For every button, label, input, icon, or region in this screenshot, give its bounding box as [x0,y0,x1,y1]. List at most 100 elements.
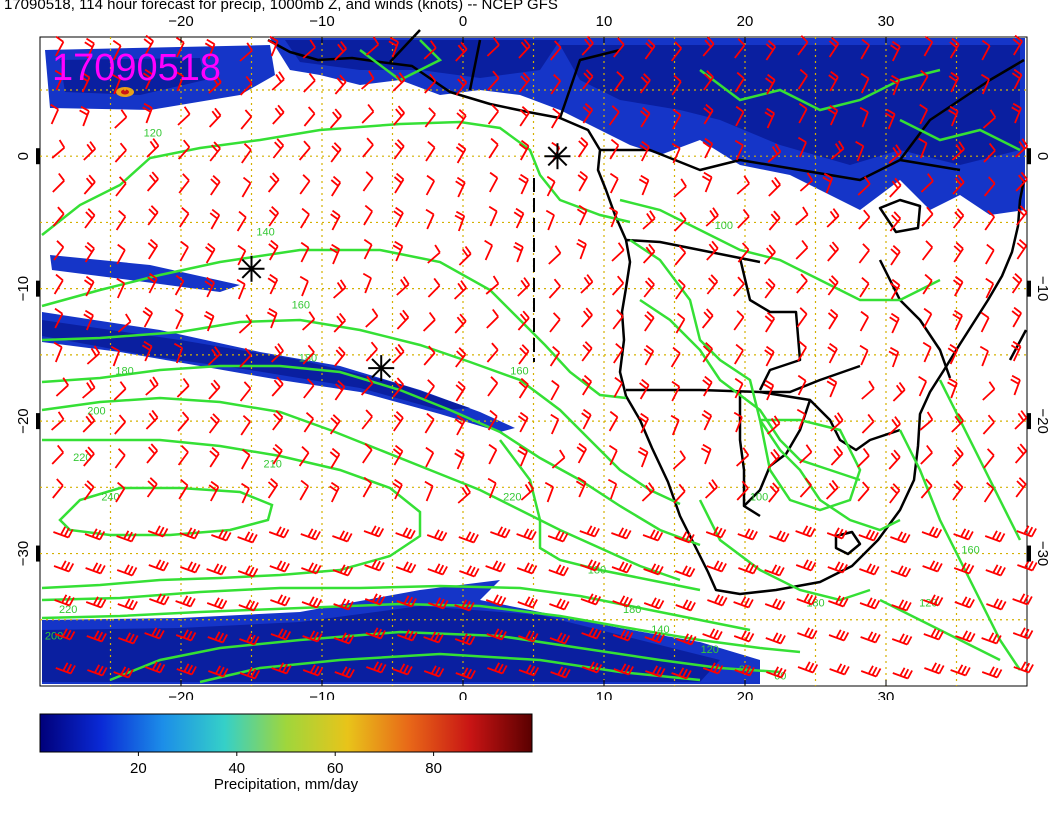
wind-barb [982,109,997,129]
wind-barb [579,525,600,538]
wind-barb [302,664,324,677]
wind-barb [951,446,964,467]
wind-barb [951,413,965,433]
wind-barb [361,103,375,124]
wind-barb [1015,171,1028,192]
wind-barb [613,663,634,676]
wind-barb [142,306,153,328]
wind-barb [143,34,154,56]
wind-barb [952,309,963,331]
wind-barb [764,598,786,611]
wind-barb [858,529,879,542]
wind-barb [984,530,1006,543]
wind-barb [890,245,901,266]
wind-barb [955,630,976,643]
wind-barb [769,530,790,543]
wind-barb [765,632,786,645]
wind-barb [923,35,934,57]
wind-barb [425,208,435,230]
wind-barb [921,240,934,261]
wind-barb [393,139,405,160]
wind-barb [612,629,634,642]
wind-barb [365,341,378,362]
wind-barb [581,341,593,362]
wind-barb [702,628,723,641]
wind-barb [145,376,159,396]
wind-barb [55,377,69,397]
wind-barb [981,632,1002,645]
wind-barb [576,204,588,226]
wind-barb [735,105,745,127]
wind-barb [889,278,901,300]
wind-barb [706,560,727,573]
wind-barb [798,102,808,124]
wind-barb [272,138,285,159]
wind-barb [303,412,315,433]
wind-barb [983,176,996,197]
wind-barb [114,414,126,435]
wind-barb [734,38,746,59]
contour-200 [41,396,681,582]
wind-barb [518,38,531,59]
wind-barb [947,343,959,365]
page-title: 17090518, 114 hour forecast for precip, … [4,0,558,13]
wind-barb [453,280,467,300]
date-stamp: 17090518 [52,47,221,89]
wind-barb [763,379,775,401]
wind-barb [520,481,535,501]
wind-barb [981,666,1003,679]
wind-barb [239,42,253,62]
wind-barb [115,176,127,197]
wind-barb [147,238,159,260]
wind-barb [177,445,189,466]
wind-barb [149,593,170,606]
wind-barb [550,666,571,679]
wind-barb [580,559,601,572]
wind-barb [84,208,96,229]
wind-barb [300,528,321,541]
wind-barb [796,408,806,430]
wind-barb [116,530,137,543]
wind-barb [392,444,404,466]
storm-marker-icon [544,143,571,170]
wind-barb [796,593,817,606]
wind-barb [454,313,467,334]
wind-barb [53,341,63,363]
wind-barb [983,142,996,163]
wind-barb [425,141,436,162]
wind-barb [826,376,838,398]
wind-barb [979,345,989,367]
wind-barb [204,276,216,298]
wind-barb [423,345,436,366]
wind-barb [82,379,96,399]
wind-barb [830,445,844,466]
wind-barb [551,107,561,129]
wind-barb [334,346,346,367]
wind-barb [517,445,528,467]
wind-barb [114,109,128,129]
wind-barb [239,75,253,96]
wind-barb [637,446,649,468]
wind-barb [53,240,65,261]
wind-barb [144,661,166,674]
wind-barb [177,411,190,432]
wind-barb [485,275,500,295]
wind-barb [175,36,185,58]
wind-barb [209,141,221,162]
wind-barb [611,561,633,574]
lon-tick-label-bottom: −10 [309,689,334,700]
wind-barb [1014,138,1029,158]
wind-barb [53,560,75,573]
wind-barb [454,210,466,232]
wind-barb [113,666,134,679]
wind-barb [362,171,374,192]
wind-barb [827,104,839,126]
wind-barb [332,530,353,543]
wind-barb [364,593,386,606]
wind-barb [608,444,618,466]
precip-west-africa-north-edge [285,40,560,78]
wind-barb [581,627,602,640]
colorbar-tick-label: 60 [327,760,344,777]
wind-barb [241,448,251,470]
